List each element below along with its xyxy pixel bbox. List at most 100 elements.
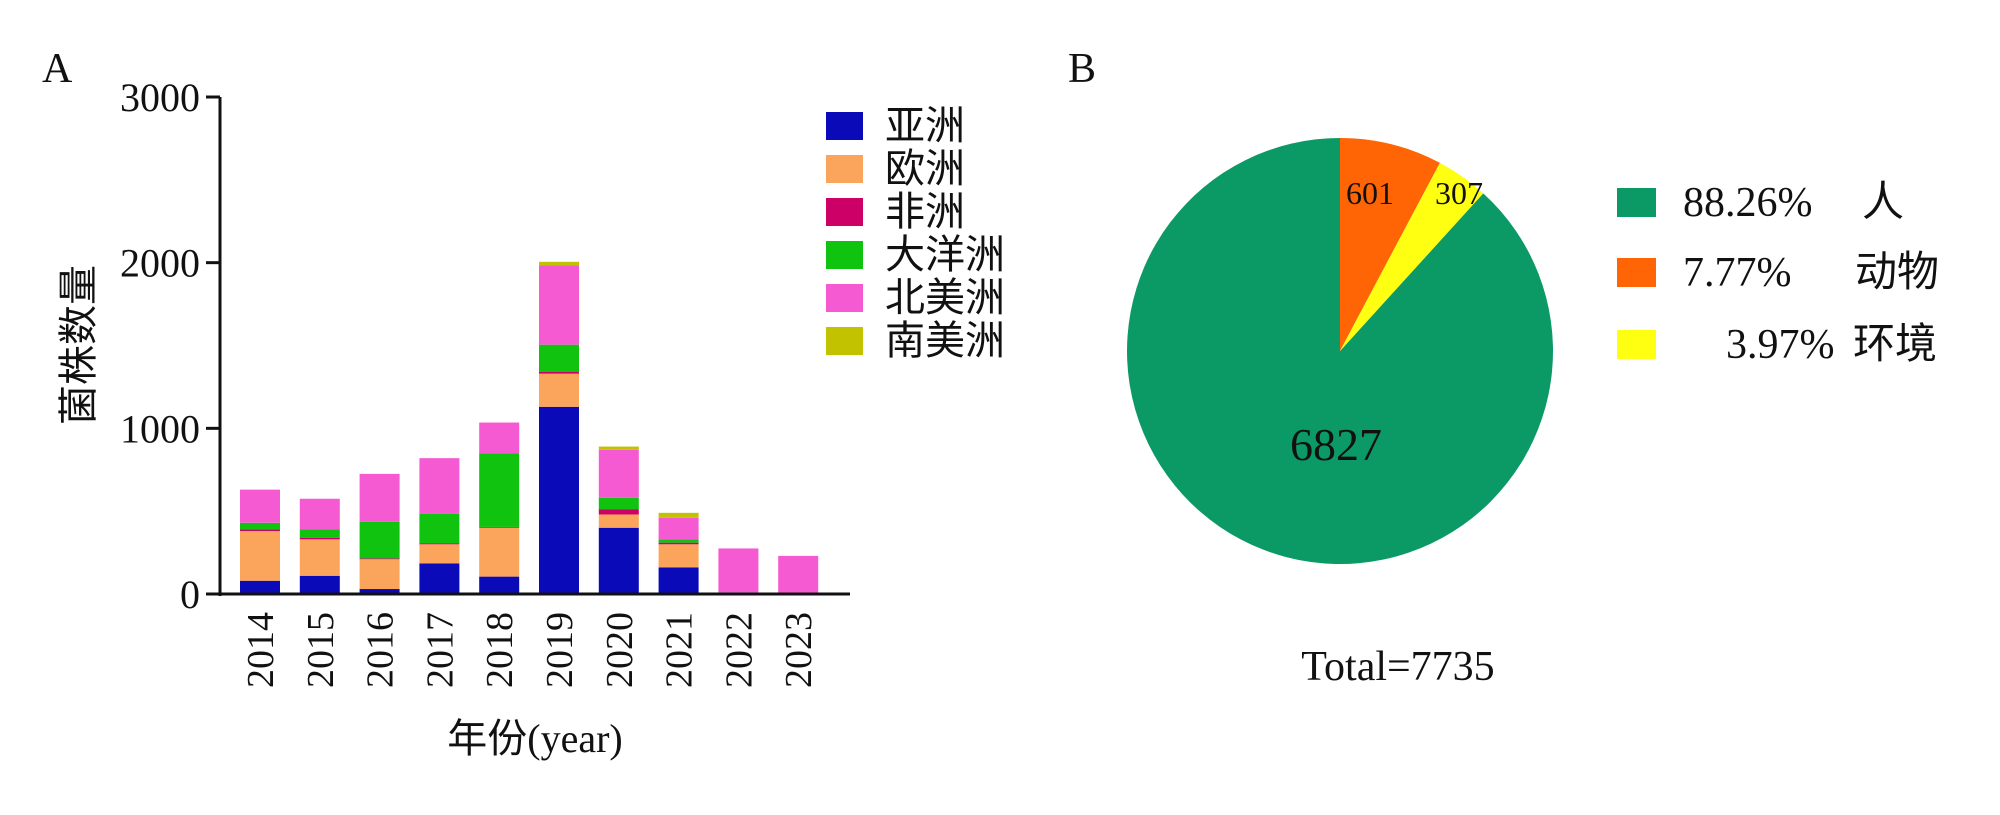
bar-segment-2022-北美洲 bbox=[718, 548, 759, 593]
bar-segment-2018-亚洲 bbox=[479, 576, 520, 594]
bar-segment-2021-亚洲 bbox=[658, 567, 699, 594]
pie-legend-percent: 7.77% bbox=[1683, 250, 1792, 296]
pie-legend-swatch-环境 bbox=[1617, 330, 1656, 359]
bar-segment-2015-欧洲 bbox=[299, 539, 340, 576]
bar-segment-2016-北美洲 bbox=[359, 473, 400, 522]
pie-chart: 6827 601 307 88.26% 人 7.77% 动物 3.97% 环境 Total=7… bbox=[1126, 138, 1939, 690]
legend-swatch-亚洲 bbox=[826, 112, 863, 140]
bar-segment-2020-南美洲 bbox=[598, 446, 639, 450]
bar-segment-2014-欧洲 bbox=[240, 531, 280, 581]
bar-segment-2021-南美洲 bbox=[658, 512, 699, 518]
legend-swatch-大洋洲 bbox=[826, 241, 863, 269]
legend-label: 大洋洲 bbox=[885, 232, 1005, 277]
x-tick-label: 2020 bbox=[599, 612, 641, 688]
bar-segment-2016-大洋洲 bbox=[359, 521, 400, 559]
x-axis-title: 年份(year) bbox=[447, 716, 622, 761]
legend-swatch-非洲 bbox=[826, 198, 863, 226]
bar-segment-2020-大洋洲 bbox=[598, 497, 639, 510]
bar-segment-2014-亚洲 bbox=[240, 580, 280, 594]
legend-swatch-南美洲 bbox=[826, 327, 863, 355]
pie-legend-swatch-动物 bbox=[1617, 258, 1656, 287]
legend-label: 非洲 bbox=[885, 189, 965, 234]
x-tick-label: 2014 bbox=[240, 612, 282, 688]
bar-segment-2015-亚洲 bbox=[299, 575, 340, 594]
pie-legend-percent: 3.97% bbox=[1726, 322, 1835, 368]
bar-segment-2019-非洲 bbox=[539, 372, 579, 374]
x-tick-label: 2021 bbox=[659, 612, 701, 688]
bar-segment-2019-大洋洲 bbox=[539, 344, 579, 373]
x-tick-label: 2015 bbox=[300, 612, 342, 688]
pie-legend-percent: 88.26% bbox=[1683, 180, 1813, 226]
pie-legend-name: 人 bbox=[1862, 180, 1904, 226]
bar-segment-2020-非洲 bbox=[598, 509, 639, 515]
bar-segment-2018-非洲 bbox=[479, 526, 520, 528]
bar-segment-2019-北美洲 bbox=[539, 265, 579, 345]
y-tick-label: 1000 bbox=[120, 406, 200, 451]
bar-segment-2014-大洋洲 bbox=[240, 522, 280, 530]
bar-segment-2017-北美洲 bbox=[419, 458, 460, 514]
bar-segment-2018-北美洲 bbox=[479, 422, 520, 454]
y-tick-label: 2000 bbox=[120, 241, 200, 286]
bar-segment-2015-北美洲 bbox=[299, 498, 340, 530]
legend-label: 欧洲 bbox=[885, 146, 965, 191]
panel-b-label: B bbox=[1068, 46, 1096, 92]
legend-label: 亚洲 bbox=[885, 103, 965, 148]
pie-legend-swatch-人 bbox=[1617, 188, 1656, 217]
bar-segment-2021-北美洲 bbox=[658, 517, 699, 540]
bar-segment-2016-非洲 bbox=[359, 558, 400, 560]
x-tick-label: 2022 bbox=[718, 612, 760, 688]
pie-slice-环境 bbox=[1340, 162, 1484, 351]
legend-label: 北美洲 bbox=[885, 275, 1005, 320]
bar-segment-2019-欧洲 bbox=[539, 373, 579, 407]
pie-legend-name: 动物 bbox=[1855, 250, 1939, 296]
bar-segment-2021-大洋洲 bbox=[658, 539, 699, 543]
x-tick-label: 2023 bbox=[778, 612, 820, 688]
pie-total-label: Total=7735 bbox=[1301, 644, 1494, 690]
bar-segment-2020-北美洲 bbox=[598, 449, 639, 498]
bar-segment-2020-亚洲 bbox=[598, 527, 639, 594]
bar-segment-2018-欧洲 bbox=[479, 527, 520, 577]
bar-segment-2015-非洲 bbox=[299, 537, 340, 540]
y-tick-label: 3000 bbox=[120, 75, 200, 120]
bar-segment-2014-北美洲 bbox=[240, 489, 280, 523]
pie-slice-人 bbox=[1126, 138, 1553, 564]
bar-segment-2015-大洋洲 bbox=[299, 529, 340, 538]
bar-segment-2016-欧洲 bbox=[359, 559, 400, 590]
bar-segment-2023-北美洲 bbox=[778, 555, 819, 594]
bar-segment-2014-非洲 bbox=[240, 529, 280, 532]
pie-legend: 88.26% 人 7.77% 动物 3.97% 环境 bbox=[1617, 180, 1939, 368]
bar-segment-2017-非洲 bbox=[419, 543, 460, 545]
pie-slices bbox=[1126, 138, 1553, 564]
x-tick-label: 2019 bbox=[539, 612, 581, 688]
bar-segment-2017-大洋洲 bbox=[419, 513, 460, 544]
bar-segment-2019-南美洲 bbox=[539, 261, 579, 266]
bar-segment-2017-欧洲 bbox=[419, 544, 460, 564]
bar-segment-2021-欧洲 bbox=[658, 544, 699, 568]
bar-segment-2016-亚洲 bbox=[359, 589, 400, 594]
y-axis-ticks: 0 1000 2000 3000 bbox=[120, 75, 220, 617]
x-tick-label: 2017 bbox=[419, 612, 461, 688]
x-tick-label: 2016 bbox=[360, 612, 402, 688]
legend-label: 南美洲 bbox=[885, 318, 1005, 363]
x-axis-ticks: 2014 2015 2016 2017 2018 2019 2020 2021 2022 2023 bbox=[240, 612, 820, 688]
bar-segment-2020-欧洲 bbox=[598, 514, 639, 528]
legend-swatch-北美洲 bbox=[826, 284, 863, 312]
y-axis-title: 菌株数量 bbox=[56, 265, 101, 425]
bar-segment-2017-亚洲 bbox=[419, 563, 460, 594]
y-tick-label: 0 bbox=[180, 572, 200, 617]
pie-value-label: 601 bbox=[1346, 175, 1394, 211]
bar-segment-2021-非洲 bbox=[658, 542, 699, 545]
pie-value-label: 6827 bbox=[1290, 419, 1382, 470]
pie-value-label: 307 bbox=[1435, 175, 1483, 211]
panel-a-label: A bbox=[42, 46, 73, 92]
pie-slice-动物 bbox=[1340, 138, 1440, 351]
pie-legend-name: 环境 bbox=[1853, 321, 1937, 368]
pie-value-labels: 6827 601 307 bbox=[1290, 175, 1483, 470]
legend-swatch-欧洲 bbox=[826, 155, 863, 183]
x-tick-label: 2018 bbox=[479, 612, 521, 688]
bar-segment-2018-大洋洲 bbox=[479, 453, 520, 527]
bar-stacks bbox=[240, 261, 819, 594]
